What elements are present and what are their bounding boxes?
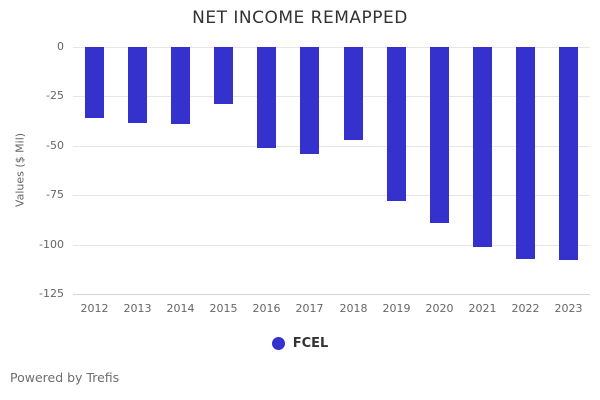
- bar-2019[interactable]: [387, 47, 406, 201]
- bar-2023[interactable]: [559, 47, 578, 260]
- bar-2018[interactable]: [344, 47, 363, 140]
- y-axis-tick-label: -125: [39, 287, 64, 300]
- x-axis-tick-label: 2019: [382, 302, 411, 315]
- bar-2012[interactable]: [85, 47, 104, 118]
- bar-2015[interactable]: [214, 47, 233, 104]
- x-axis-tick-label: 2018: [339, 302, 368, 315]
- legend-marker-icon: [271, 337, 285, 350]
- bar-2017[interactable]: [300, 47, 319, 154]
- x-axis-tick-label: 2015: [209, 302, 238, 315]
- gridline: [73, 146, 590, 147]
- x-axis-tick-label: 2016: [252, 302, 281, 315]
- x-axis-tick-label: 2014: [166, 302, 195, 315]
- bar-2014[interactable]: [171, 47, 190, 124]
- x-axis-tick-label: 2017: [295, 302, 324, 315]
- x-axis-tick-label: 2012: [80, 302, 109, 315]
- y-axis-tick-label: -75: [46, 188, 64, 201]
- x-axis-tick-label: 2022: [511, 302, 540, 315]
- x-axis-tick-label: 2023: [554, 302, 583, 315]
- gridline: [73, 47, 590, 48]
- bar-2021[interactable]: [473, 47, 492, 247]
- gridline: [73, 245, 590, 246]
- x-axis-tick-label: 2021: [468, 302, 497, 315]
- y-axis-tick-label: 0: [57, 40, 64, 53]
- y-axis-tick-label: -25: [46, 89, 64, 102]
- bar-2022[interactable]: [516, 47, 535, 259]
- bar-2016[interactable]: [257, 47, 276, 148]
- legend-label: FCEL: [292, 336, 329, 351]
- y-axis-tick-label: -50: [46, 139, 64, 152]
- chart-title: NET INCOME REMAPPED: [192, 8, 408, 28]
- bar-2013[interactable]: [128, 47, 147, 123]
- x-axis-tick-label: 2020: [425, 302, 454, 315]
- gridline: [73, 195, 590, 196]
- x-axis-line: [73, 294, 590, 295]
- x-axis-tick-label: 2013: [123, 302, 152, 315]
- gridline: [73, 96, 590, 97]
- powered-by-trefis-link[interactable]: Powered by Trefis: [10, 370, 120, 385]
- legend-item-fcel[interactable]: FCEL: [0, 336, 600, 351]
- y-axis-tick-label: -100: [39, 238, 64, 251]
- bar-2020[interactable]: [430, 47, 449, 223]
